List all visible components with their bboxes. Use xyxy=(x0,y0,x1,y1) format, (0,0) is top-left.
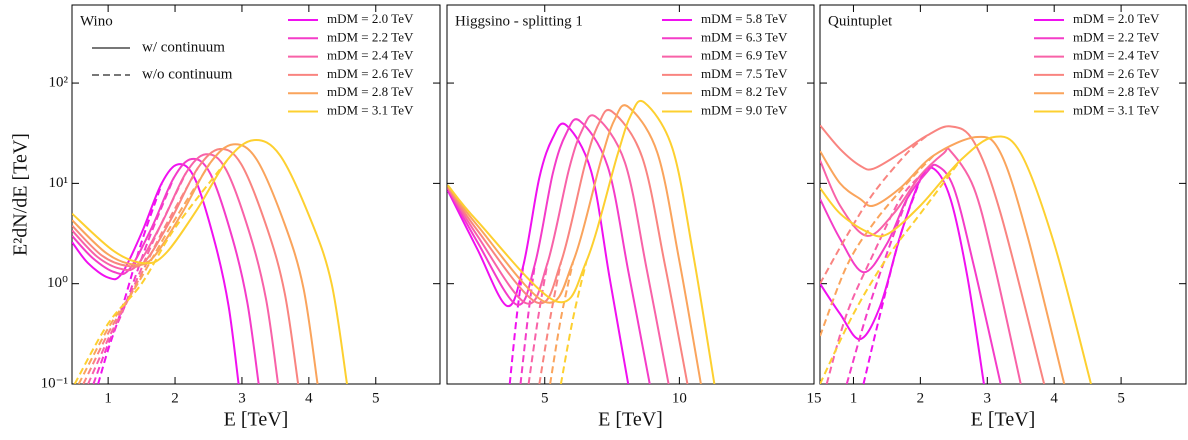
x-tick-label: 10 xyxy=(672,390,687,406)
legend-label: mDM = 2.2 TeV xyxy=(1073,29,1160,44)
line-no-continuum xyxy=(73,158,229,384)
line-no-continuum xyxy=(519,264,536,384)
x-axis-label: E [TeV] xyxy=(598,409,663,431)
x-tick-label: 1 xyxy=(104,390,112,406)
legend-label: mDM = 2.8 TeV xyxy=(327,84,414,99)
series-group xyxy=(820,124,1092,384)
line-continuum xyxy=(820,147,1022,384)
x-tick-label: 3 xyxy=(238,390,246,406)
x-axis-label: E [TeV] xyxy=(224,409,289,431)
legend-label: mDM = 9.0 TeV xyxy=(701,102,788,117)
line-no-continuum xyxy=(559,260,588,384)
legend-label: mDM = 6.3 TeV xyxy=(701,29,788,44)
x-tick-label: 5 xyxy=(1117,390,1125,406)
legend-label: mDM = 2.4 TeV xyxy=(1073,48,1160,63)
y-tick-label: 10¹ xyxy=(49,175,69,191)
line-continuum xyxy=(447,114,670,384)
style-legend-label: w/ continuum xyxy=(142,39,225,55)
panel-title: Higgsino - splitting 1 xyxy=(455,13,583,29)
x-tick-label: 3 xyxy=(984,390,992,406)
y-axis-label: E²dN/dE [TeV] xyxy=(10,133,32,256)
x-tick-label: 2 xyxy=(917,390,925,406)
line-continuum xyxy=(820,163,1002,384)
panel-title: Wino xyxy=(80,13,113,29)
line-continuum xyxy=(72,139,348,384)
line-no-continuum xyxy=(527,263,549,384)
legend-label: mDM = 2.0 TeV xyxy=(327,11,414,26)
line-continuum xyxy=(447,99,716,384)
line-continuum xyxy=(72,143,319,384)
line-no-continuum xyxy=(92,177,175,384)
series-group xyxy=(72,139,348,384)
line-continuum xyxy=(72,153,280,384)
plot-frame xyxy=(819,4,1187,385)
line-no-continuum xyxy=(825,174,922,384)
line-no-continuum xyxy=(508,265,525,384)
legend-label: mDM = 3.1 TeV xyxy=(1073,102,1160,117)
line-continuum xyxy=(447,108,689,384)
legend-label: mDM = 2.6 TeV xyxy=(327,66,414,81)
x-axis-label: E [TeV] xyxy=(971,409,1036,431)
y-tick-label: 10² xyxy=(49,74,69,90)
plot-frame xyxy=(71,4,441,385)
legend-label: mDM = 2.6 TeV xyxy=(1073,66,1160,81)
line-no-continuum xyxy=(820,159,962,384)
y-tick-label: 10⁻¹ xyxy=(41,375,68,391)
x-tick-label: 4 xyxy=(1050,390,1058,406)
line-no-continuum xyxy=(845,198,908,384)
legend-label: mDM = 3.1 TeV xyxy=(327,102,414,117)
panel-title: Quintuplet xyxy=(828,13,893,29)
line-no-continuum xyxy=(97,183,163,384)
legend-label: mDM = 7.5 TeV xyxy=(701,66,788,81)
x-tick-label: 4 xyxy=(305,390,313,406)
x-tick-label: 2 xyxy=(171,390,179,406)
plot-frame xyxy=(446,4,815,385)
style-legend-label: w/o continuum xyxy=(142,66,233,82)
x-tick-label: 15 xyxy=(807,390,822,406)
line-continuum xyxy=(820,166,985,384)
legend-label: mDM = 2.4 TeV xyxy=(327,48,414,63)
line-continuum xyxy=(72,147,300,384)
legend-label: mDM = 6.9 TeV xyxy=(701,48,788,63)
y-tick-label: 10⁰ xyxy=(47,275,68,291)
line-no-continuum xyxy=(549,261,574,384)
line-continuum xyxy=(447,104,702,384)
x-tick-label: 5 xyxy=(541,390,549,406)
line-no-continuum xyxy=(820,134,928,285)
line-no-continuum xyxy=(820,154,935,337)
line-continuum xyxy=(447,122,630,384)
legend-label: mDM = 2.0 TeV xyxy=(1073,11,1160,26)
x-tick-label: 1 xyxy=(850,390,858,406)
line-continuum xyxy=(447,118,651,384)
line-no-continuum xyxy=(538,262,562,384)
legend-label: mDM = 2.8 TeV xyxy=(1073,84,1160,99)
legend-label: mDM = 8.2 TeV xyxy=(701,84,788,99)
line-continuum xyxy=(72,157,260,384)
line-continuum xyxy=(72,163,240,384)
line-no-continuum xyxy=(77,162,211,384)
legend-label: mDM = 2.2 TeV xyxy=(327,29,414,44)
x-tick-label: 5 xyxy=(372,390,380,406)
legend-label: mDM = 5.8 TeV xyxy=(701,11,788,26)
line-continuum xyxy=(820,135,1092,384)
series-group xyxy=(447,99,716,384)
